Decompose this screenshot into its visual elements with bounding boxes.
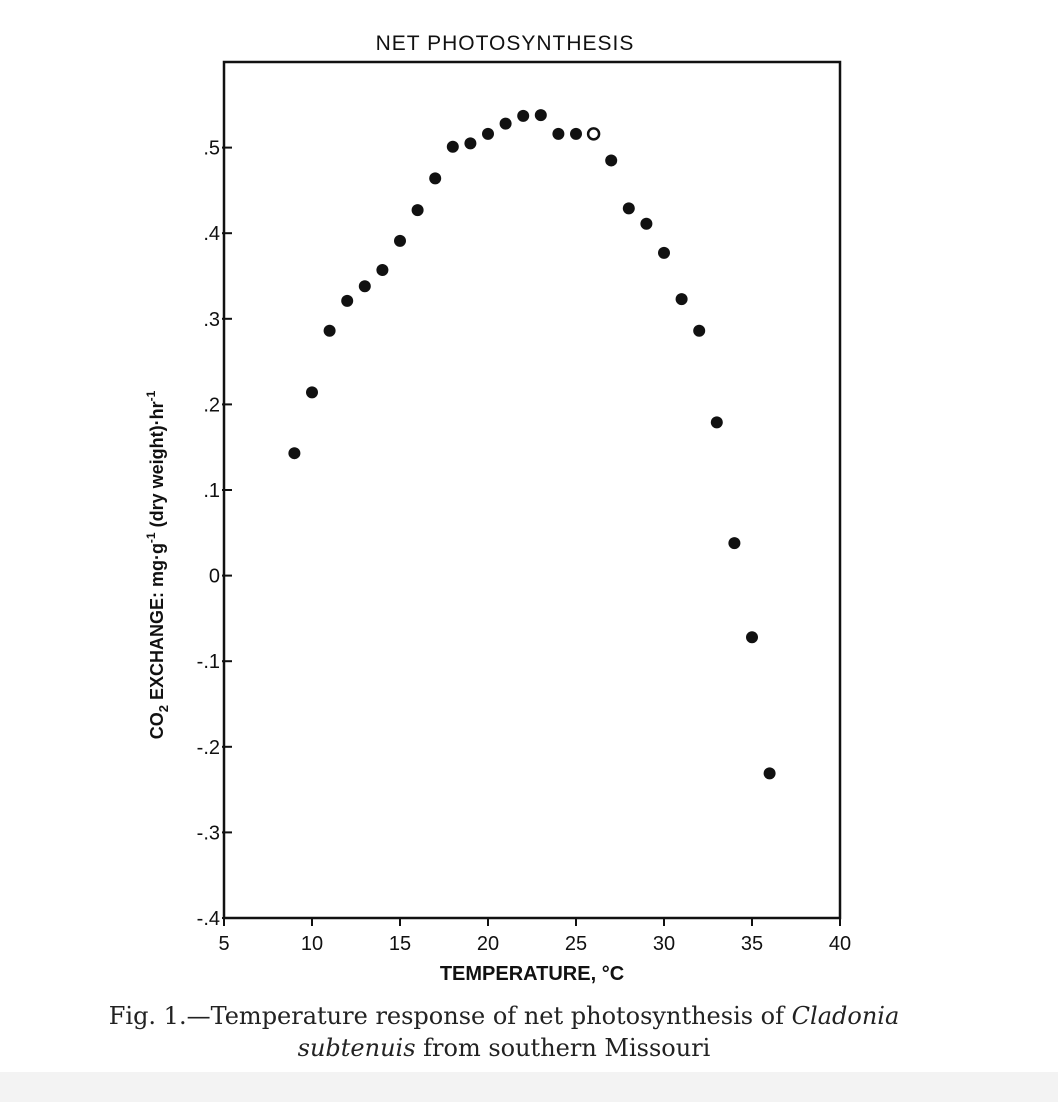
chart-title: NET PHOTOSYNTHESIS <box>376 32 635 55</box>
data-point <box>640 217 653 230</box>
data-point <box>429 172 442 185</box>
data-point <box>622 202 635 215</box>
data-point <box>658 246 670 259</box>
x-tick-label: 25 <box>565 933 587 955</box>
x-axis-ticks: 5 10 15 20 25 30 35 40 <box>218 918 851 955</box>
y-tick-label: .4 <box>203 223 220 245</box>
data-point <box>394 234 406 247</box>
data-point-open <box>586 127 601 141</box>
data-point <box>376 264 389 277</box>
data-point <box>570 127 582 140</box>
y-tick-label: .5 <box>203 138 220 160</box>
data-point <box>517 109 530 122</box>
caption-species: subtenuis <box>297 1034 416 1062</box>
y-axis-label: CO2 EXCHANGE: mg·g-1 (dry weight)·hr-1 <box>144 390 171 739</box>
y-axis-ticks: -.4 -.3 -.2 -.1 0 .1 .2 .3 .4 .5 <box>197 138 232 930</box>
caption-prefix: Fig. 1.—Temperature response of net phot… <box>108 1002 792 1030</box>
data-point <box>358 280 371 293</box>
data-points <box>288 109 776 780</box>
data-point <box>446 140 459 153</box>
bottom-band <box>0 1072 1058 1102</box>
data-point <box>306 386 318 399</box>
data-point <box>746 631 758 644</box>
data-point <box>605 154 618 167</box>
x-tick-label: 20 <box>477 933 499 955</box>
y-tick-label: .1 <box>203 480 220 502</box>
data-point <box>693 324 706 337</box>
caption-genus: Cladonia <box>791 1002 900 1030</box>
y-tick-label: .2 <box>203 394 220 416</box>
x-tick-label: 5 <box>218 933 229 955</box>
x-tick-label: 10 <box>301 933 323 955</box>
y-tick-label: .3 <box>203 309 220 331</box>
data-point <box>464 137 477 150</box>
y-tick-label: -.1 <box>197 651 220 673</box>
data-point <box>482 127 494 140</box>
x-tick-label: 15 <box>389 933 411 955</box>
y-tick-label: -.3 <box>197 822 220 844</box>
data-point <box>323 324 336 337</box>
plot-frame <box>222 60 842 920</box>
data-point <box>763 767 776 780</box>
data-point <box>710 416 723 429</box>
data-point <box>499 117 512 130</box>
data-point <box>534 109 547 122</box>
caption-suffix: from southern Missouri <box>415 1034 711 1062</box>
data-point <box>728 537 741 550</box>
data-point <box>288 447 301 460</box>
x-axis-label: TEMPERATURE, °C <box>440 963 624 985</box>
data-point <box>552 127 565 140</box>
y-tick-label: -.2 <box>197 737 220 759</box>
x-tick-label: 40 <box>829 933 851 955</box>
x-tick-label: 30 <box>653 933 675 955</box>
data-point <box>411 204 424 217</box>
y-tick-label: 0 <box>209 566 220 588</box>
x-tick-label: 35 <box>741 933 763 955</box>
figure-caption: Fig. 1.—Temperature response of net phot… <box>0 1000 1008 1064</box>
data-point <box>675 293 688 306</box>
y-tick-label: -.4 <box>197 908 220 930</box>
data-point <box>341 294 354 307</box>
